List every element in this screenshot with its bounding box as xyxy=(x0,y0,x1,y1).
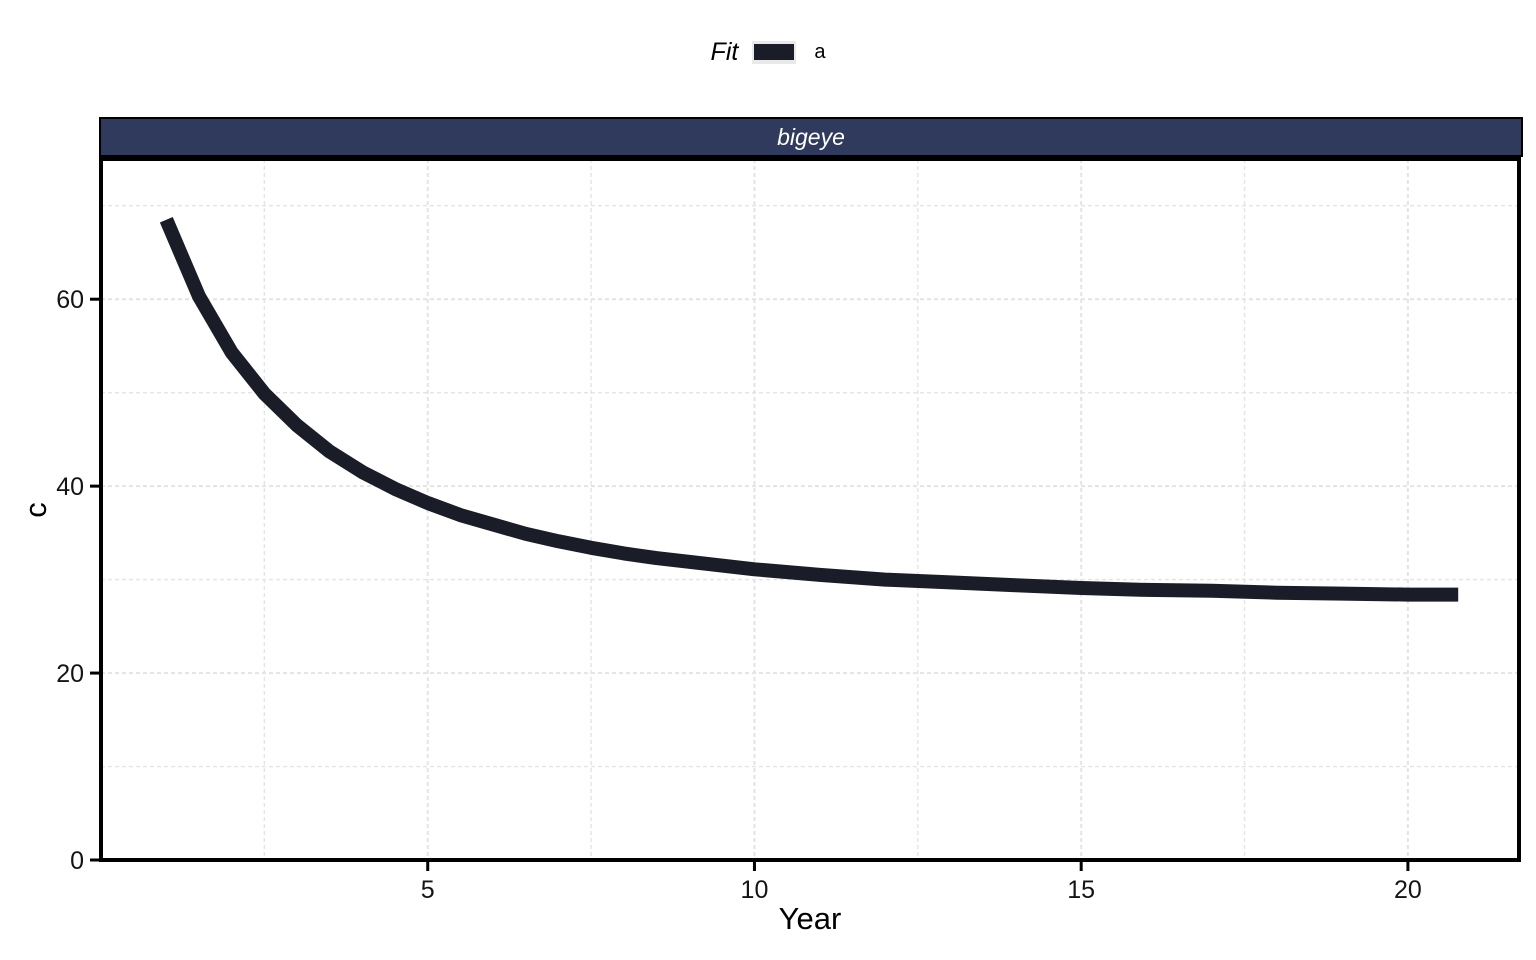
y-axis-tick-label: 20 xyxy=(56,660,84,688)
legend-item-label: a xyxy=(814,40,826,63)
x-axis-tick-label: 15 xyxy=(1067,876,1095,904)
fit-curve-series-a xyxy=(159,217,1459,602)
panel-border xyxy=(99,157,1521,862)
legend-line-swatch-icon xyxy=(754,44,795,60)
x-axis-tick-label: 5 xyxy=(421,876,435,904)
panel-background xyxy=(101,159,1519,860)
legend-key xyxy=(752,40,797,64)
facet-strip: bigeye xyxy=(99,117,1523,157)
legend-title: Fit xyxy=(710,37,739,66)
x-axis-tick-label: 20 xyxy=(1394,876,1422,904)
facet-strip-label: bigeye xyxy=(777,123,845,150)
legend: Fit a xyxy=(0,30,1536,74)
y-axis-title: c xyxy=(18,502,53,518)
y-axis-tick-label: 40 xyxy=(56,473,84,501)
y-axis-tick-label: 0 xyxy=(70,847,84,875)
y-axis-tick-label: 60 xyxy=(56,286,84,314)
x-axis-title: Year xyxy=(778,901,842,936)
x-axis-tick-label: 10 xyxy=(741,876,769,904)
